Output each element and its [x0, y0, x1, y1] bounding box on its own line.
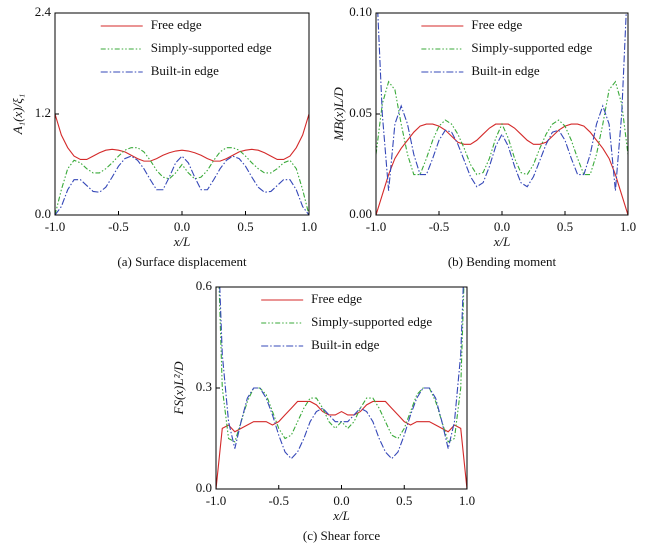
x-tick-label: -1.0 [45, 219, 66, 234]
x-tick-label: 0.0 [333, 493, 349, 508]
legend-label: Free edge [311, 291, 362, 306]
y-tick-label: 2.4 [35, 4, 52, 19]
legend-label: Free edge [151, 17, 202, 32]
y-axis-label: FS(x)L²/D [171, 361, 186, 416]
caption: (b) Bending moment [448, 254, 557, 269]
legend-label: Free edge [471, 17, 522, 32]
x-axis-label: x/L [332, 508, 350, 523]
x-axis-label: x/L [493, 234, 511, 249]
subplot: -1.0 -0.5 0.0 0.5 1.0 0.0 1.2 2.4 x/L A₁(x)/ξ₁ (a)… [10, 4, 317, 269]
series-line [219, 287, 464, 460]
series-line [377, 13, 627, 191]
x-tick-label: 0.5 [557, 219, 573, 234]
legend-label: Built-in edge [471, 63, 539, 78]
legend-label: Simply-supported edge [471, 40, 592, 55]
x-tick-label: -0.5 [429, 219, 450, 234]
x-tick-label: 1.0 [301, 219, 317, 234]
y-tick-label: 0.6 [196, 278, 213, 293]
y-tick-label: 0.3 [196, 379, 212, 394]
x-tick-label: -1.0 [366, 219, 387, 234]
y-axis-label: A₁(x)/ξ₁ [10, 94, 25, 136]
x-tick-label: 0.0 [494, 219, 510, 234]
legend-label: Built-in edge [151, 63, 219, 78]
series-line [55, 147, 309, 215]
series-line [216, 400, 467, 489]
x-tick-label: 1.0 [459, 493, 475, 508]
x-tick-label: 0.0 [174, 219, 190, 234]
y-tick-label: 0.05 [349, 105, 372, 120]
legend-label: Simply-supported edge [151, 40, 272, 55]
legend-label: Simply-supported edge [311, 314, 432, 329]
y-tick-label: 0.0 [196, 480, 212, 495]
y-tick-label: 0.0 [35, 206, 51, 221]
series-line [55, 155, 309, 215]
x-tick-label: 1.0 [620, 219, 636, 234]
subplot: -1.0 -0.5 0.0 0.5 1.0 0.00 0.05 0.10 x/L MB(x)L/D… [331, 4, 636, 269]
series-line [376, 80, 628, 176]
y-tick-label: 1.2 [35, 105, 51, 120]
x-tick-label: -0.5 [268, 493, 289, 508]
subplot: -1.0 -0.5 0.0 0.5 1.0 0.0 0.3 0.6 x/L FS(x)L²/D (c… [171, 278, 475, 543]
x-tick-label: 0.5 [396, 493, 412, 508]
series-line [376, 123, 628, 215]
y-axis-label: MB(x)L/D [331, 87, 346, 142]
series-line [55, 113, 309, 162]
legend-label: Built-in edge [311, 337, 379, 352]
caption: (c) Shear force [303, 528, 380, 543]
x-axis-label: x/L [173, 234, 191, 249]
x-tick-label: -0.5 [108, 219, 129, 234]
x-tick-label: -1.0 [206, 493, 227, 508]
caption: (a) Surface displacement [117, 254, 247, 269]
y-tick-label: 0.00 [349, 206, 372, 221]
x-tick-label: 0.5 [237, 219, 253, 234]
y-tick-label: 0.10 [349, 4, 372, 19]
